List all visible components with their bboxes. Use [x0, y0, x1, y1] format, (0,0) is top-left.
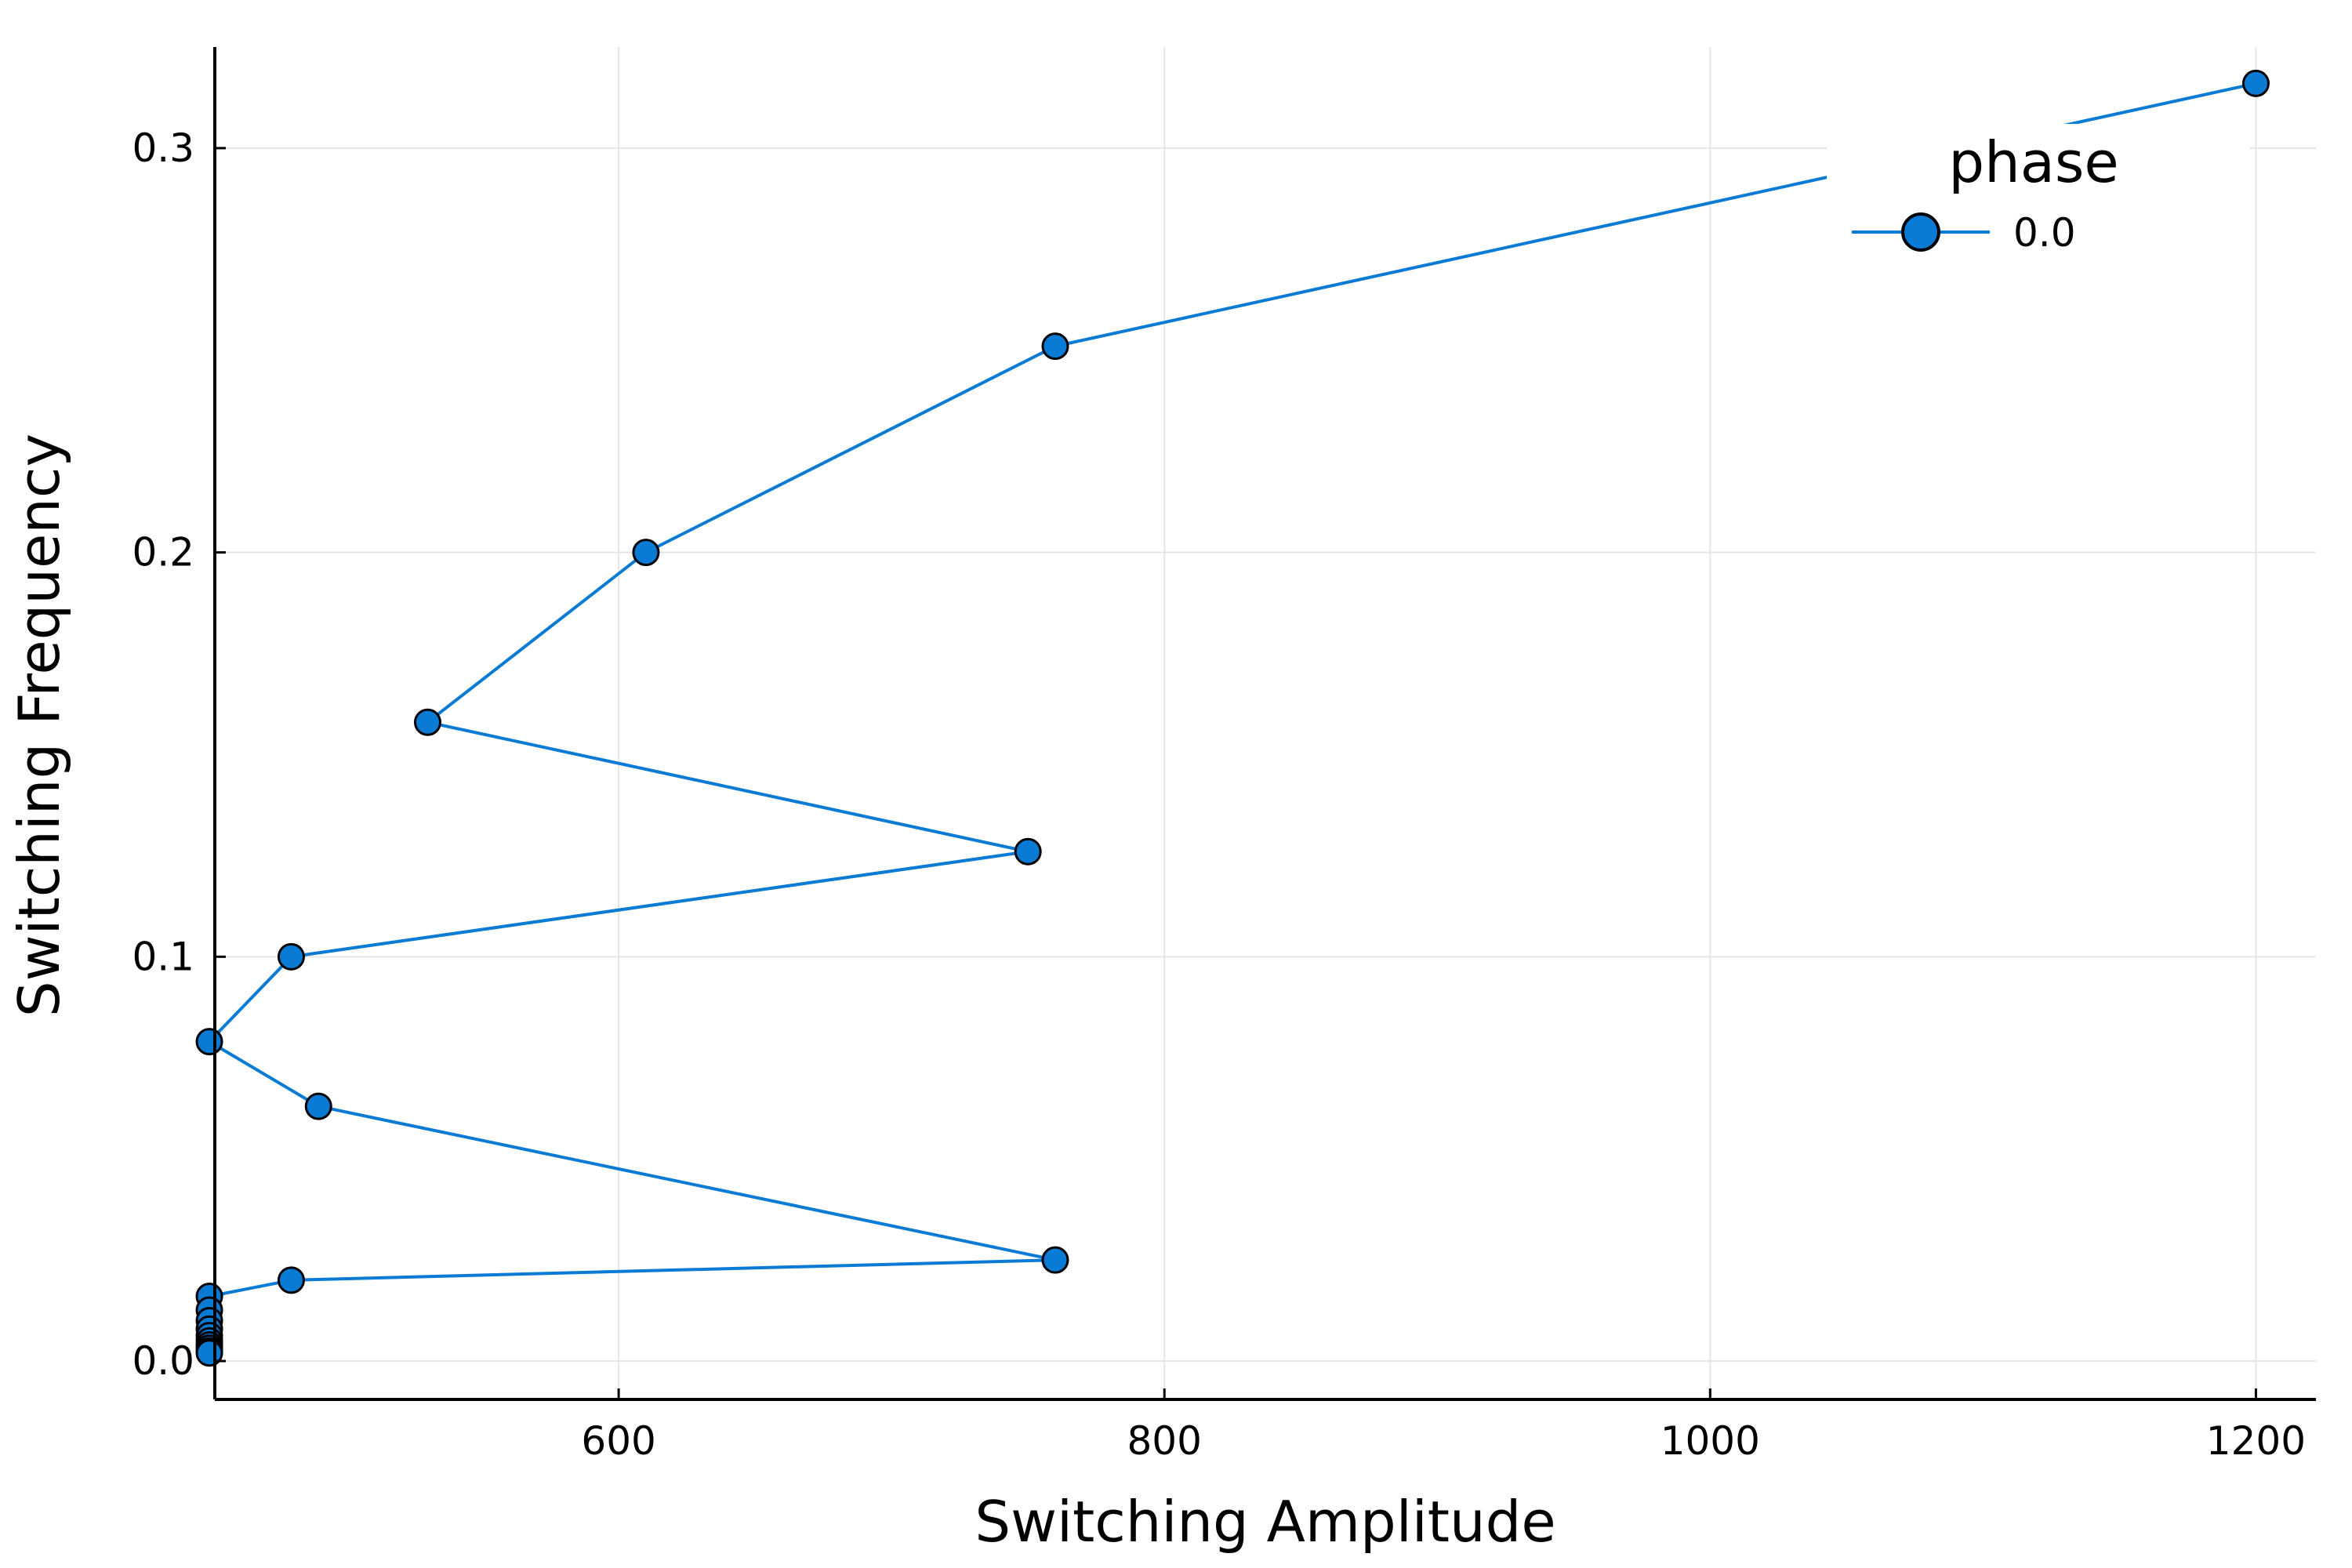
x-tick-label: 800 [1127, 1418, 1202, 1464]
data-point [195, 1028, 223, 1056]
legend-marker [1901, 212, 1940, 252]
axes [213, 47, 2316, 1401]
legend: phase 0.0 [1827, 124, 2250, 296]
data-point [1041, 332, 1069, 361]
x-tick-label: 600 [581, 1418, 655, 1464]
legend-label: 0.0 [2013, 210, 2076, 256]
data-point [304, 1092, 332, 1120]
data-point [277, 942, 305, 971]
y-tick-label: 0.1 [132, 934, 194, 979]
data-point [2241, 69, 2270, 97]
x-tick-label: 1200 [2206, 1418, 2306, 1464]
y-tick-label: 0.0 [132, 1338, 194, 1384]
x-axis-title: Switching Amplitude [975, 1489, 1555, 1555]
y-tick-label: 0.3 [132, 125, 194, 171]
data-point [413, 708, 441, 736]
y-tick-label: 0.2 [132, 530, 194, 575]
x-tick-label: 1000 [1661, 1418, 1760, 1464]
ticks: 600 800 1000 1200 0.0 0.1 0.2 0.3 [132, 125, 2306, 1464]
data-point [632, 539, 660, 567]
grid [215, 47, 2316, 1399]
series-layer [195, 69, 2270, 1367]
y-axis-title: Switching Frequency [6, 434, 72, 1017]
legend-background [1827, 124, 2250, 296]
data-point [1041, 1246, 1069, 1274]
data-point [277, 1266, 305, 1294]
data-point [1014, 837, 1042, 866]
legend-title: phase [1948, 129, 2118, 195]
